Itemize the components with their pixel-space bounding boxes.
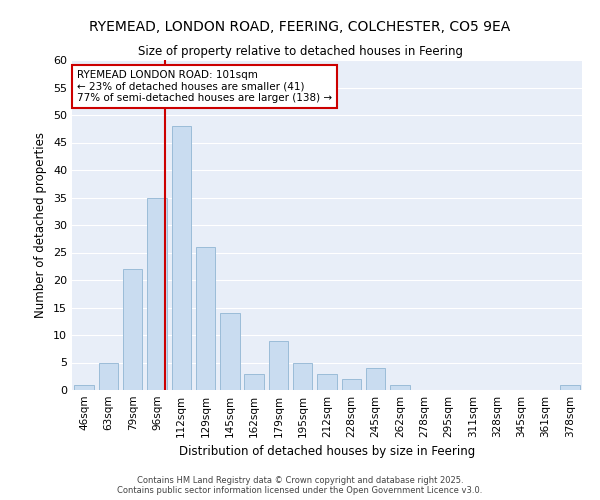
Bar	[390, 384, 410, 390]
Text: RYEMEAD LONDON ROAD: 101sqm
← 23% of detached houses are smaller (41)
77% of sem: RYEMEAD LONDON ROAD: 101sqm ← 23% of det…	[77, 70, 332, 103]
Bar	[123, 269, 142, 390]
Bar	[147, 198, 167, 390]
Bar	[99, 362, 118, 390]
Text: Size of property relative to detached houses in Feering: Size of property relative to detached ho…	[137, 45, 463, 58]
Bar	[560, 384, 580, 390]
X-axis label: Distribution of detached houses by size in Feering: Distribution of detached houses by size …	[179, 446, 475, 458]
Y-axis label: Number of detached properties: Number of detached properties	[34, 132, 47, 318]
Bar	[317, 374, 337, 390]
Bar	[341, 379, 361, 390]
Bar	[269, 340, 288, 390]
Bar	[366, 368, 385, 390]
Bar	[220, 313, 239, 390]
Text: RYEMEAD, LONDON ROAD, FEERING, COLCHESTER, CO5 9EA: RYEMEAD, LONDON ROAD, FEERING, COLCHESTE…	[89, 20, 511, 34]
Text: Contains HM Land Registry data © Crown copyright and database right 2025.
Contai: Contains HM Land Registry data © Crown c…	[118, 476, 482, 495]
Bar	[293, 362, 313, 390]
Bar	[244, 374, 264, 390]
Bar	[74, 384, 94, 390]
Bar	[172, 126, 191, 390]
Bar	[196, 247, 215, 390]
